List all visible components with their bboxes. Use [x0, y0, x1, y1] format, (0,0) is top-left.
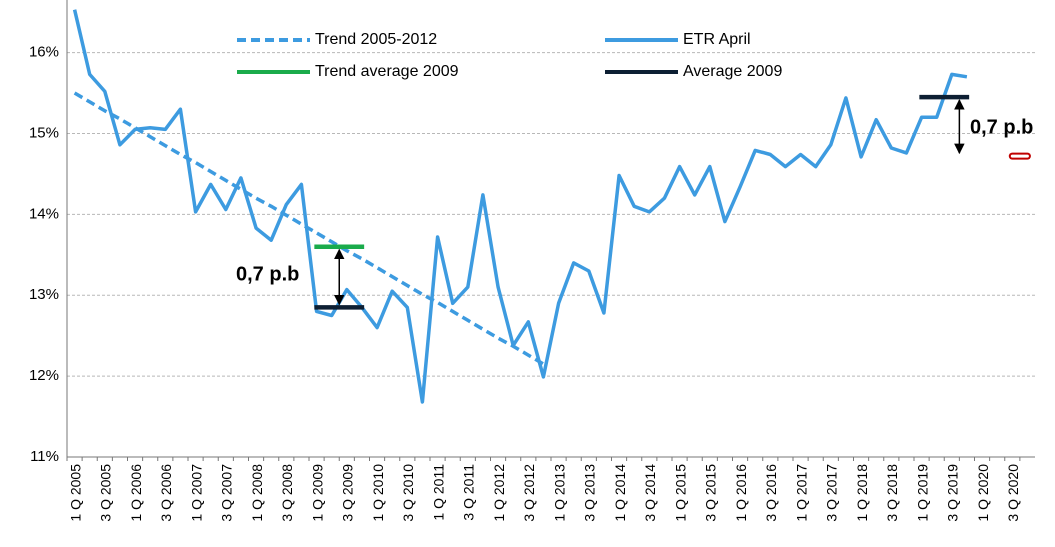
annotation: 0,7 p.b: [236, 263, 299, 285]
x-tick-label: 3 Q 2019: [945, 464, 961, 522]
y-tick-label: 12%: [29, 367, 59, 384]
x-tick-label: 1 Q 2020: [975, 464, 991, 522]
x-tick-label: 1 Q 2008: [249, 464, 265, 522]
x-tick-label: 1 Q 2015: [672, 464, 688, 522]
x-tick-label: 3 Q 2014: [642, 464, 658, 522]
series-line: [73, 91, 545, 366]
x-tick-label: 3 Q 2007: [219, 464, 235, 522]
x-tick-label: 1 Q 2005: [67, 464, 83, 522]
x-tick-label: 1 Q 2007: [188, 464, 204, 522]
y-tick-label: 11%: [30, 448, 59, 465]
annotation: 0,7 p.b: [970, 116, 1033, 138]
x-tick-label: 3 Q 2020: [1005, 464, 1021, 522]
x-tick-label: 1 Q 2009: [309, 464, 325, 522]
legend-label: Average 2009: [683, 63, 782, 80]
y-tick-label: 16%: [29, 44, 59, 61]
x-tick-label: 1 Q 2016: [733, 464, 749, 522]
x-tick-label: 3 Q 2008: [279, 464, 295, 522]
x-tick-label: 1 Q 2013: [551, 464, 567, 522]
y-tick-label: 13%: [29, 286, 59, 303]
x-tick-label: 3 Q 2005: [98, 464, 114, 522]
y-tick-label: 14%: [29, 205, 59, 222]
x-tick-label: 3 Q 2011: [461, 464, 477, 521]
x-tick-label: 3 Q 2016: [763, 464, 779, 522]
x-tick-label: 1 Q 2014: [612, 464, 628, 522]
x-tick-label: 1 Q 2010: [370, 464, 386, 522]
x-tick-label: 1 Q 2012: [491, 464, 507, 522]
x-tick-label: 3 Q 2013: [582, 464, 598, 522]
x-tick-label: 3 Q 2018: [884, 464, 900, 522]
x-tick-label: 1 Q 2018: [854, 464, 870, 522]
series-line: [314, 94, 970, 310]
y-tick-label: 15%: [29, 124, 59, 141]
x-tick-label: 3 Q 2010: [400, 464, 416, 522]
legend-label: ETR April: [683, 31, 751, 48]
x-tick-label: 3 Q 2015: [703, 464, 719, 522]
x-tick-label: 1 Q 2011: [430, 464, 446, 521]
x-tick-label: 1 Q 2006: [128, 464, 144, 522]
series-line: [72, 9, 968, 404]
x-tick-label: 1 Q 2017: [793, 464, 809, 522]
x-tick-label: 3 Q 2009: [340, 464, 356, 522]
legend-label: Trend average 2009: [315, 63, 459, 80]
x-tick-label: 3 Q 2006: [158, 464, 174, 522]
x-tick-label: 1 Q 2019: [914, 464, 930, 522]
legend-label: Trend 2005-2012: [315, 31, 437, 48]
x-tick-label: 3 Q 2017: [824, 464, 840, 522]
x-tick-label: 3 Q 2012: [521, 464, 537, 522]
